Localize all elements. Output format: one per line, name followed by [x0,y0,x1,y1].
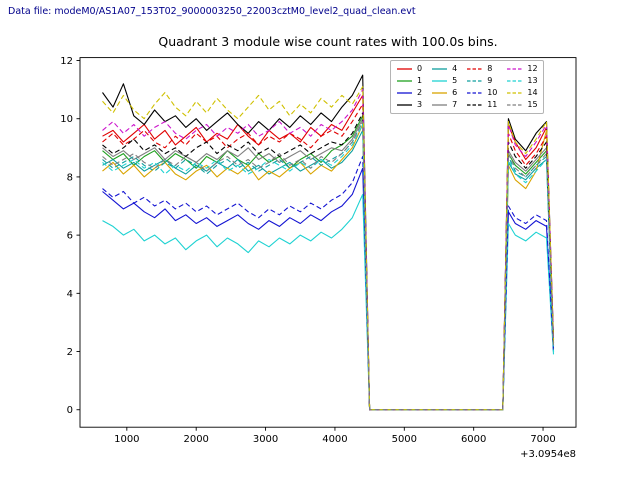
legend-label: 9 [487,76,493,85]
y-tick-label: 6 [67,231,73,242]
legend-line-sample [397,80,412,82]
legend-label: 4 [452,64,458,73]
series-line-13 [102,123,555,411]
legend-line-sample [432,80,448,82]
legend-item-4: 4 [431,63,457,75]
legend-item-0: 0 [396,63,422,75]
legend-label: 14 [527,88,538,97]
legend-item-15: 15 [506,99,538,111]
y-tick-label: 0 [67,405,73,416]
legend-label: 3 [417,100,423,109]
legend-line-sample [432,104,448,106]
x-axis-offset-label: +3.0954e8 [520,449,576,460]
legend-item-5: 5 [431,75,457,87]
legend-item-12: 12 [506,63,538,75]
legend-line-sample [467,68,483,70]
legend-line-sample [507,92,523,94]
x-tick-label: 3000 [253,434,278,445]
y-tick-label: 10 [60,114,73,125]
legend-line-sample [397,92,412,94]
x-tick-label: 1000 [114,434,139,445]
x-tick-label: 2000 [183,434,208,445]
legend-line-sample [397,104,412,106]
y-tick-label: 12 [60,56,73,67]
legend-item-1: 1 [396,75,422,87]
legend-label: 8 [487,64,493,73]
legend-item-13: 13 [506,75,538,87]
legend-line-sample [467,80,483,82]
legend-label: 15 [527,100,538,109]
legend-label: 11 [487,100,498,109]
legend-item-2: 2 [396,87,422,99]
legend-label: 2 [417,88,423,97]
x-tick-label: 7000 [530,434,555,445]
series-line-15 [102,121,555,411]
x-tick-label: 6000 [461,434,486,445]
y-tick-label: 8 [67,172,73,183]
legend-line-sample [397,68,412,70]
x-tick-label: 4000 [322,434,347,445]
legend-line-sample [507,104,523,106]
legend-label: 12 [527,64,538,73]
legend-line-sample [467,92,483,94]
legend: 0 1 2 3 4 5 6 7 8 9 10 11 12 13 14 15 [390,60,544,114]
legend-line-sample [432,92,448,94]
legend-item-3: 3 [396,99,422,111]
legend-label: 5 [452,76,458,85]
legend-item-14: 14 [506,87,538,99]
y-tick-label: 2 [67,347,73,358]
legend-line-sample [507,68,523,70]
series-group [102,74,555,411]
legend-item-9: 9 [466,75,497,87]
legend-label: 10 [487,88,498,97]
x-tick-label: 5000 [392,434,417,445]
legend-item-8: 8 [466,63,497,75]
y-tick-label: 4 [67,289,73,300]
legend-item-11: 11 [466,99,497,111]
legend-item-10: 10 [466,87,497,99]
legend-label: 13 [527,76,538,85]
legend-item-6: 6 [431,87,457,99]
legend-line-sample [432,68,448,70]
legend-label: 6 [452,88,458,97]
legend-label: 7 [452,100,458,109]
legend-label: 1 [417,76,423,85]
legend-line-sample [507,80,523,82]
legend-line-sample [467,104,483,106]
legend-label: 0 [417,64,423,73]
data-file-label: Data file: modeM0/AS1A07_153T02_90000032… [8,6,416,17]
legend-item-7: 7 [431,99,457,111]
chart-title: Quadrant 3 module wise count rates with … [158,34,498,49]
